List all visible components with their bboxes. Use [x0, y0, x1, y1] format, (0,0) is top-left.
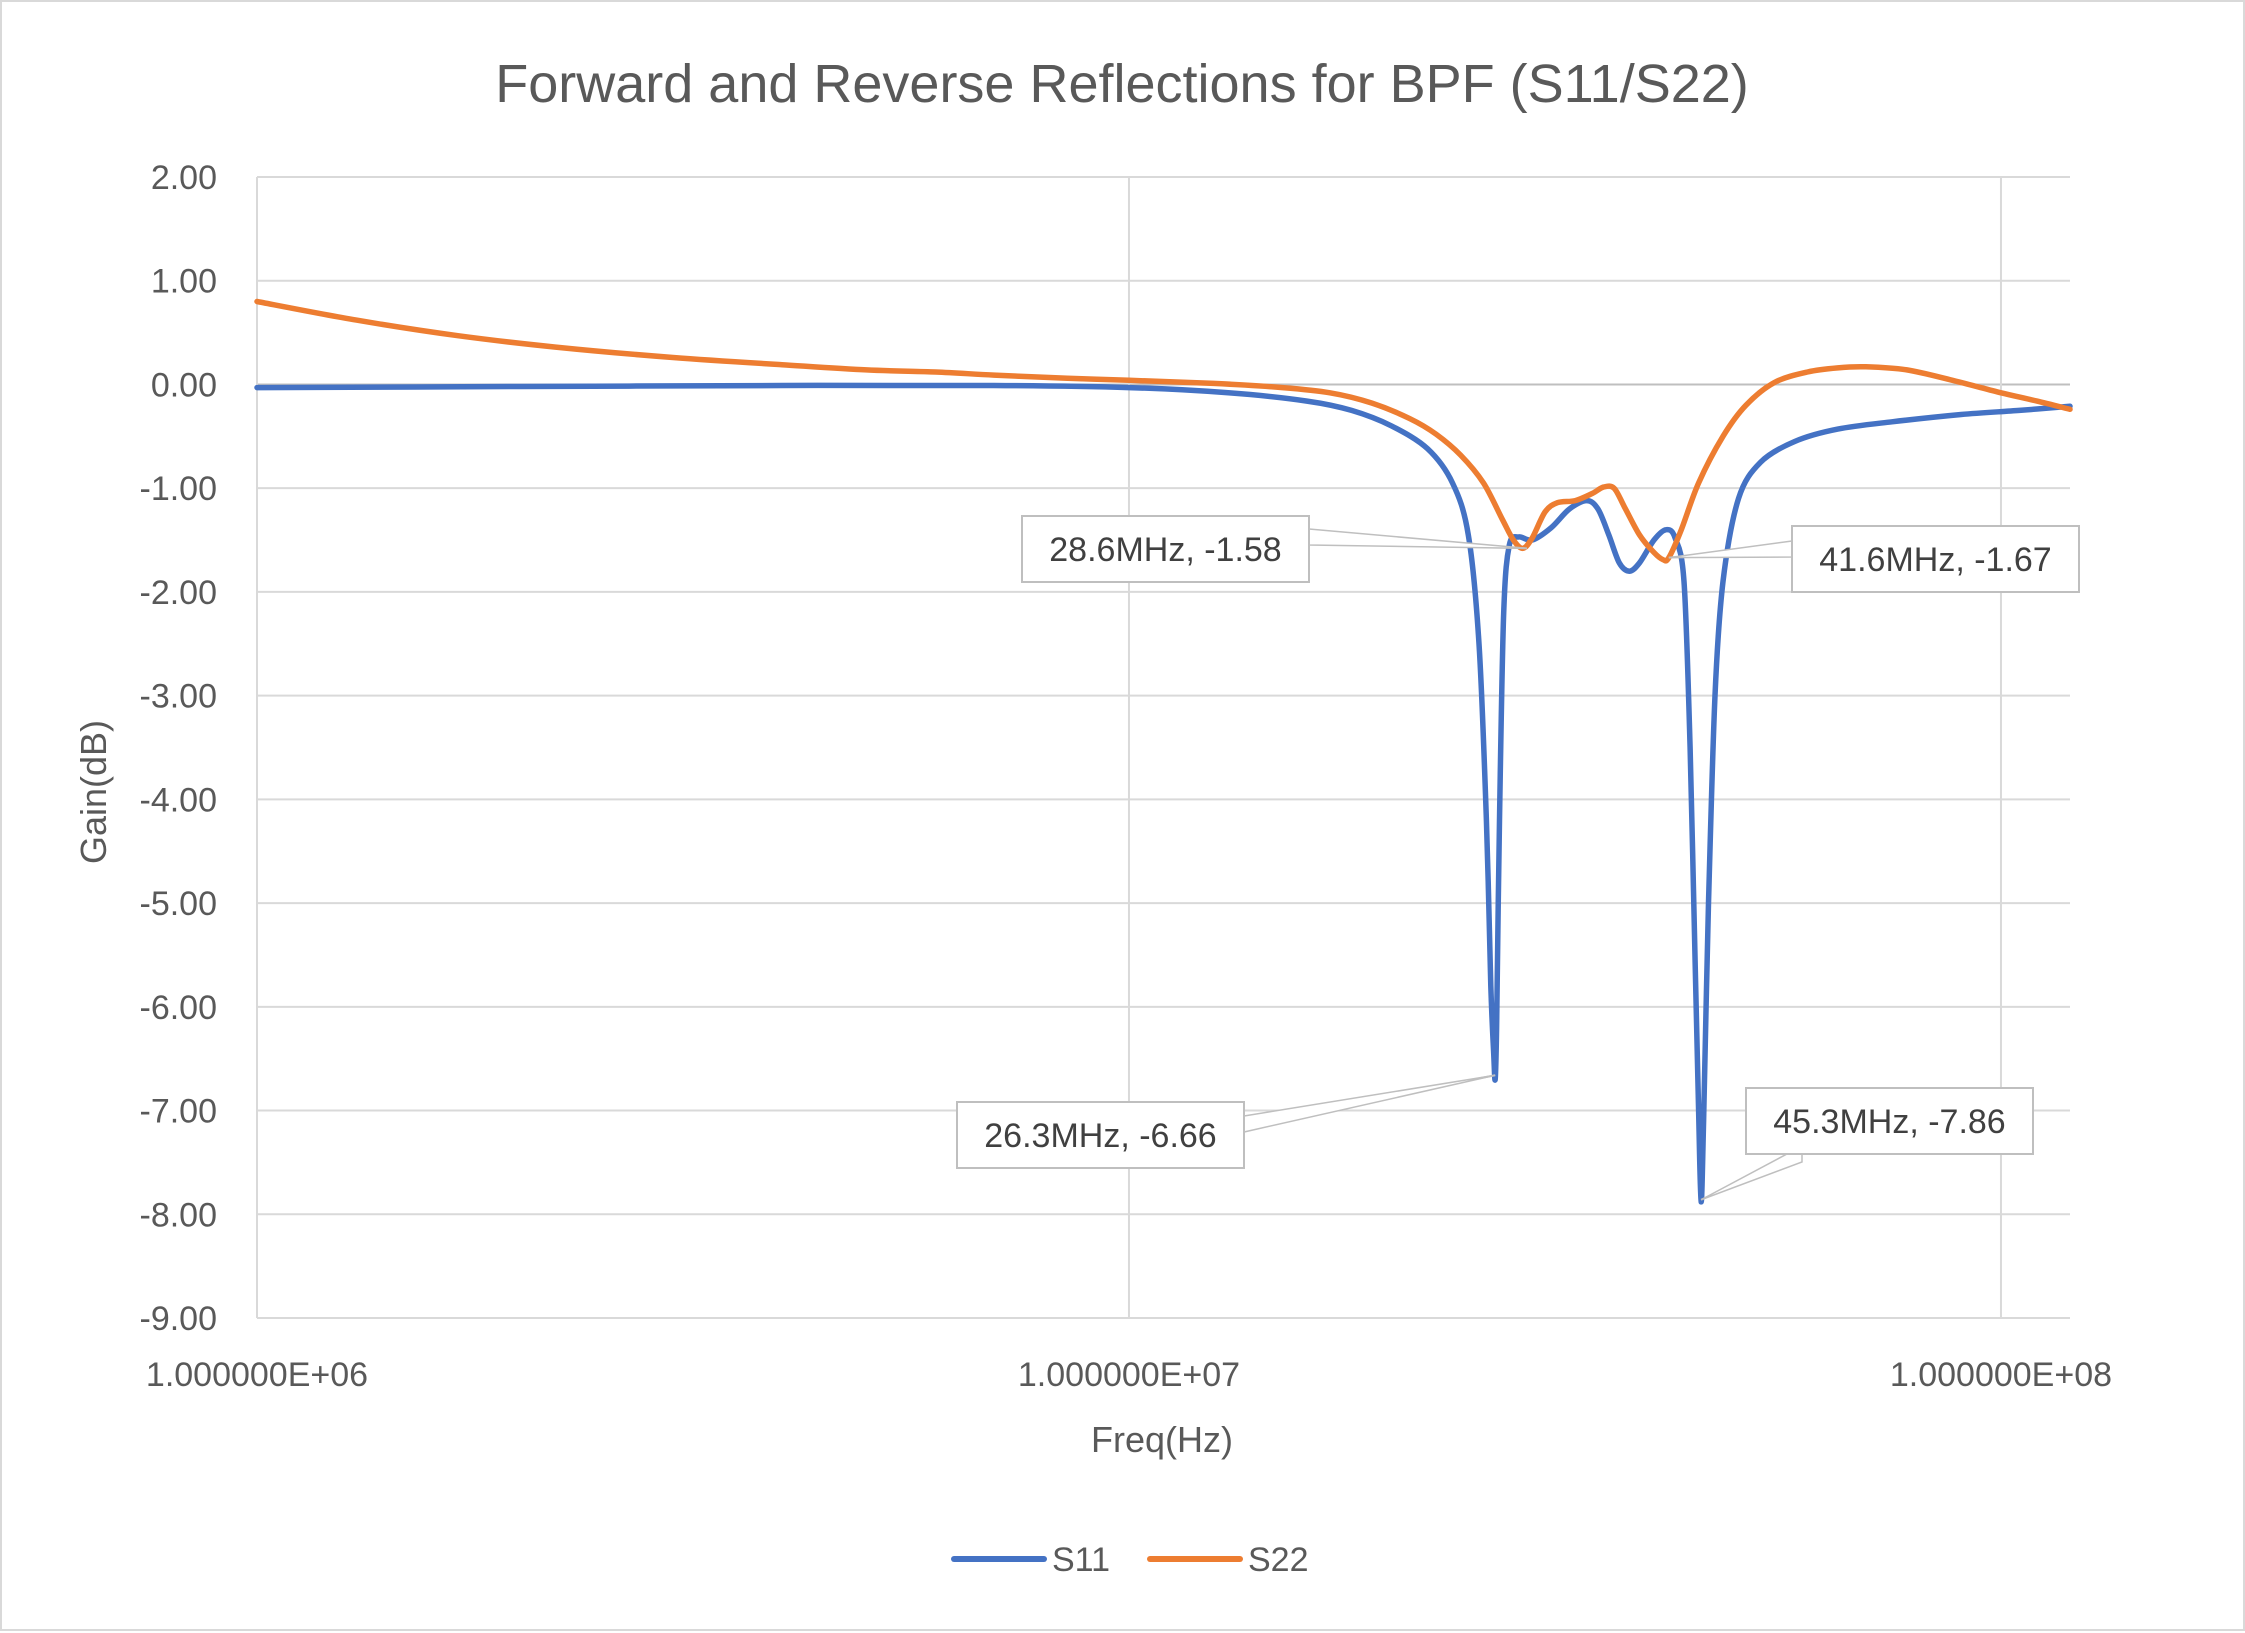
y-axis-title: Gain(dB)	[73, 720, 114, 864]
y-tick-label: -1.00	[140, 470, 218, 508]
y-tick-label: 0.00	[151, 366, 217, 404]
series-line-s22	[254, 298, 2073, 564]
callout-label: 28.6MHz, -1.58	[1049, 531, 1281, 569]
y-tick-label: -5.00	[140, 885, 218, 923]
legend: S11 S22	[951, 1541, 1309, 1579]
legend-label-s22: S22	[1248, 1541, 1309, 1579]
callout-box	[1021, 515, 1310, 583]
legend-label-s11: S11	[1052, 1541, 1110, 1579]
series-line-s11	[254, 382, 2073, 1205]
callout-pointer	[1243, 1074, 1496, 1133]
y-tick-label: -6.00	[140, 989, 218, 1027]
callout-pointer	[1308, 528, 1527, 550]
callout-label: 41.6MHz, -1.67	[1819, 541, 2051, 579]
y-tick-label: -8.00	[140, 1196, 218, 1234]
x-tick-label: 1.000000E+08	[1890, 1356, 2112, 1394]
y-tick-label: 2.00	[151, 159, 217, 197]
x-axis-title: Freq(Hz)	[1091, 1419, 1233, 1460]
y-tick-label: -2.00	[140, 574, 218, 612]
callout-box	[1745, 1087, 2034, 1155]
y-tick-label: -7.00	[140, 1093, 218, 1131]
chart-title: Forward and Reverse Reflections for BPF …	[495, 54, 1749, 114]
series-layer	[254, 298, 2073, 1205]
y-tick-label: -4.00	[140, 781, 218, 819]
callout-box	[956, 1101, 1245, 1169]
y-tick-label: -3.00	[140, 678, 218, 716]
callout-layer: 28.6MHz, -1.58 41.6MHz, -1.67 26.3MHz, -6.…	[956, 515, 2080, 1201]
x-tick-label: 1.000000E+06	[146, 1356, 368, 1394]
y-tick-label: 1.00	[151, 263, 217, 301]
x-tick-label: 1.000000E+07	[1018, 1356, 1240, 1394]
callout-label: 26.3MHz, -6.66	[984, 1117, 1216, 1155]
axis-layer: 2.00 1.00 0.00 -1.00 -2.00 -3.00 -4.00 -5.00 -6.…	[140, 159, 2113, 1394]
callout-label: 45.3MHz, -7.86	[1773, 1103, 2005, 1141]
callout-box	[1791, 525, 2080, 593]
y-tick-label: -9.00	[140, 1300, 218, 1338]
